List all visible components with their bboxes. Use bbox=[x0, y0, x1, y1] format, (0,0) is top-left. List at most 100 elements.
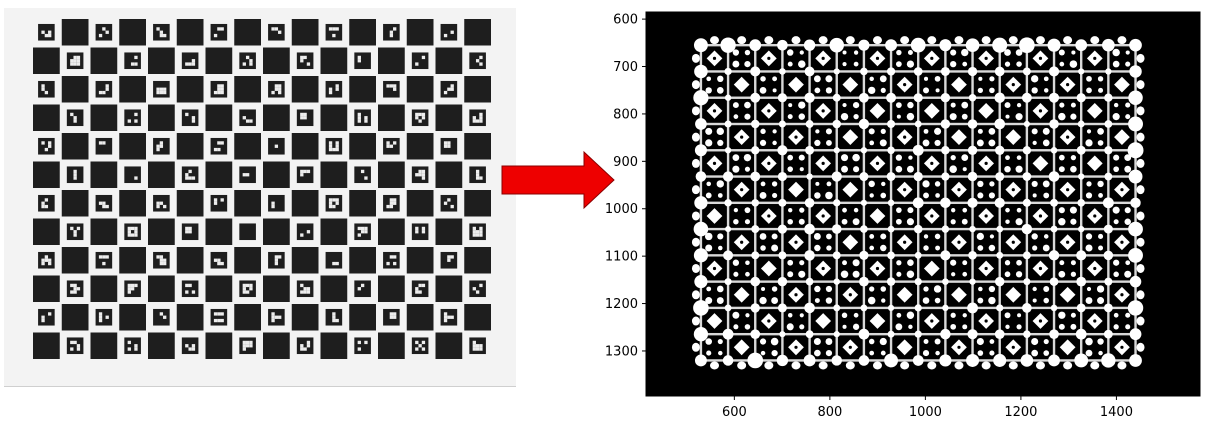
mask-blob bbox=[989, 87, 995, 94]
mask-blob bbox=[722, 171, 734, 182]
mask-blob bbox=[860, 225, 868, 233]
mask-blob bbox=[759, 192, 767, 199]
mask-blob bbox=[1050, 198, 1058, 207]
mask-blob bbox=[977, 180, 984, 188]
mask-blob bbox=[842, 103, 847, 108]
mask-blob bbox=[989, 234, 995, 239]
mask-blob bbox=[961, 48, 969, 57]
mask-blob bbox=[814, 139, 821, 147]
mask-blob bbox=[788, 207, 793, 213]
mask-blob bbox=[1136, 211, 1145, 221]
mask-blob bbox=[1104, 146, 1113, 155]
mask-blob bbox=[1043, 297, 1050, 304]
board-square bbox=[349, 304, 376, 331]
mask-blob bbox=[1016, 259, 1022, 266]
mask-blob bbox=[1096, 285, 1105, 293]
mask-blob bbox=[923, 245, 929, 251]
mask-blob bbox=[940, 250, 951, 261]
mask-blob bbox=[694, 144, 707, 157]
mask-blob bbox=[694, 196, 708, 210]
mask-blob bbox=[923, 286, 929, 292]
mask-blob bbox=[704, 232, 713, 241]
mask-blob bbox=[900, 361, 910, 370]
board-square bbox=[176, 304, 204, 331]
mask-blob bbox=[1005, 129, 1022, 146]
mask-blob bbox=[818, 361, 828, 370]
x-tick-label: 1000 bbox=[909, 405, 942, 420]
mask-blob bbox=[880, 244, 887, 252]
mask-blob bbox=[935, 245, 941, 251]
mask-blob bbox=[1104, 277, 1113, 286]
mask-blob bbox=[1125, 312, 1131, 318]
mask-blob bbox=[695, 118, 707, 130]
mask-blob bbox=[1124, 270, 1132, 278]
mask-blob bbox=[1022, 172, 1032, 181]
mask-blob bbox=[858, 92, 869, 103]
mask-blob bbox=[723, 250, 734, 261]
mask-blob bbox=[989, 350, 995, 356]
mask-blob bbox=[1023, 278, 1031, 286]
mask-blob bbox=[923, 128, 929, 134]
mask-blob bbox=[887, 199, 895, 207]
mask-blob bbox=[717, 75, 724, 83]
mask-blob bbox=[764, 361, 774, 370]
mask-blob bbox=[771, 349, 778, 357]
mask-blob bbox=[832, 119, 842, 129]
mask-blob bbox=[853, 50, 859, 55]
mask-blob bbox=[887, 330, 895, 338]
mask-blob bbox=[1058, 166, 1065, 173]
mask-blob bbox=[691, 132, 700, 142]
mask-blob bbox=[814, 298, 820, 304]
board-square bbox=[464, 19, 491, 46]
mask-blob bbox=[988, 139, 996, 147]
mask-blob bbox=[977, 192, 984, 199]
mask-blob bbox=[717, 233, 724, 240]
mask-blob bbox=[744, 113, 751, 120]
mask-blob bbox=[1097, 338, 1104, 345]
mask-blob bbox=[1086, 181, 1092, 187]
mask-blob bbox=[1005, 207, 1010, 213]
mask-blob bbox=[1124, 165, 1132, 173]
mask-blob bbox=[868, 180, 875, 188]
board-square bbox=[148, 47, 175, 74]
board-square bbox=[464, 190, 491, 217]
mask-blob bbox=[969, 278, 976, 285]
mask-blob bbox=[814, 349, 821, 357]
mask-blob bbox=[787, 259, 794, 266]
mask-blob bbox=[913, 171, 923, 182]
mask-blob bbox=[880, 87, 886, 93]
mask-blob bbox=[744, 166, 751, 172]
mask-blob bbox=[1125, 50, 1130, 55]
mask-blob bbox=[852, 101, 860, 109]
board-square bbox=[205, 275, 233, 302]
mask-blob bbox=[994, 66, 1005, 77]
mask-blob bbox=[814, 285, 821, 293]
mask-blob bbox=[941, 225, 950, 233]
mask-blob bbox=[788, 103, 793, 108]
mask-blob bbox=[798, 113, 805, 120]
mask-blob bbox=[778, 198, 787, 207]
mask-blob bbox=[1049, 329, 1059, 340]
mask-blob bbox=[913, 93, 923, 103]
mask-blob bbox=[760, 350, 766, 356]
mask-blob bbox=[791, 36, 801, 45]
mask-blob bbox=[968, 93, 977, 102]
board-square bbox=[205, 332, 233, 359]
mask-blob bbox=[744, 101, 751, 109]
board-square bbox=[33, 218, 60, 245]
mask-blob bbox=[886, 277, 896, 286]
mask-blob bbox=[787, 166, 793, 172]
mask-blob bbox=[1005, 219, 1010, 224]
mask-blob bbox=[1070, 271, 1077, 277]
mask-blob bbox=[1098, 350, 1103, 356]
board-square bbox=[291, 76, 319, 103]
mask-blob bbox=[880, 128, 886, 134]
board-square bbox=[90, 218, 118, 245]
board-square bbox=[435, 161, 463, 188]
mask-blob bbox=[1128, 247, 1143, 263]
mask-blob bbox=[1085, 192, 1093, 199]
mask-blob bbox=[744, 49, 751, 56]
board-square bbox=[119, 304, 146, 331]
mask-blob bbox=[1004, 61, 1011, 67]
mask-blob bbox=[1070, 323, 1077, 330]
